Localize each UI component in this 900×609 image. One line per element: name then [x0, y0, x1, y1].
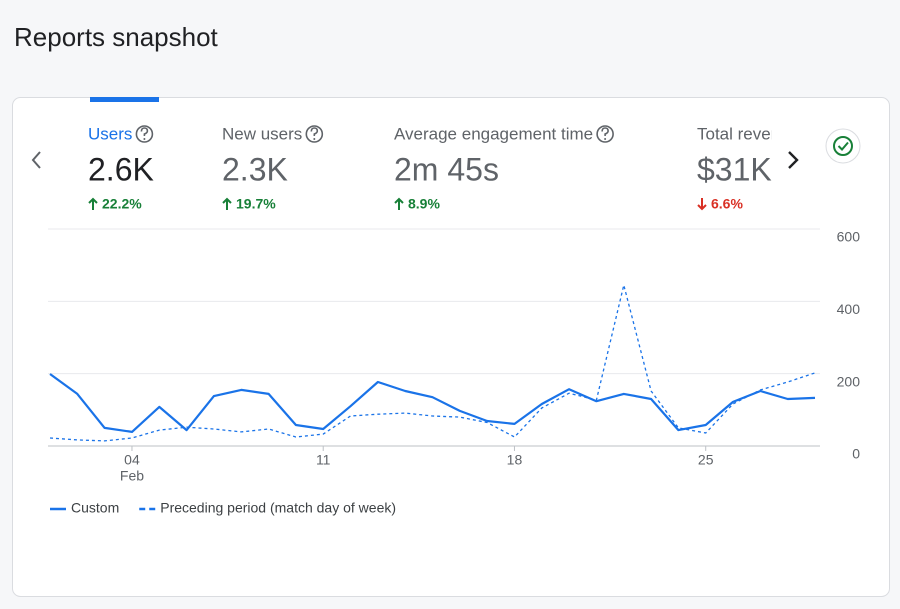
metric-change: 8.9% — [408, 196, 440, 212]
metric-label: Users — [88, 124, 132, 143]
selected-indicator — [90, 97, 159, 102]
metric-value: 2m 45s — [394, 151, 499, 187]
change-arrow — [697, 198, 707, 211]
metric-label: Average engagement time — [394, 124, 593, 143]
help-mark — [310, 127, 319, 136]
help-dot — [313, 138, 316, 140]
change-arrow — [88, 197, 98, 210]
help-dot — [604, 138, 607, 140]
change-arrow — [222, 197, 232, 210]
metric-change: 19.7% — [236, 196, 276, 212]
help-dot — [143, 138, 146, 140]
prev-button[interactable] — [31, 151, 41, 169]
metric-value: 2.3K — [222, 151, 288, 187]
x-tick-label: 11 — [316, 452, 331, 468]
month-label: Feb — [120, 468, 144, 484]
help-icon[interactable] — [305, 125, 324, 143]
help-mark — [140, 127, 149, 136]
legend-item[interactable]: Custom — [50, 500, 119, 516]
page-title: Reports snapshot — [14, 22, 219, 52]
metric-tab[interactable]: New users 2.3K 19.7% — [222, 124, 324, 212]
metric-tab[interactable]: Total revenue $31K 6.6% — [697, 124, 799, 211]
y-tick-label: 200 — [837, 373, 861, 389]
help-circle — [305, 125, 324, 143]
y-tick-label: 400 — [837, 301, 861, 317]
x-tick-label: 25 — [698, 452, 714, 468]
metric-value: 2.6K — [88, 151, 154, 187]
y-tick-label: 0 — [852, 446, 860, 462]
help-mark — [601, 127, 609, 136]
legend-label: Preceding period (match day of week) — [160, 500, 396, 516]
metric-tab[interactable]: Users 2.6K 22.2% — [88, 124, 154, 211]
series-line — [49, 284, 816, 442]
y-tick-label: 600 — [837, 229, 861, 245]
status-check[interactable] — [825, 128, 861, 164]
metric-change: 22.2% — [102, 196, 142, 212]
help-icon[interactable] — [135, 125, 154, 143]
help-icon[interactable] — [596, 125, 614, 143]
metric-label: Total revenue — [697, 124, 799, 143]
x-tick-label: 04 — [124, 452, 140, 468]
metric-value: $31K — [697, 151, 772, 187]
next-button[interactable] — [788, 151, 799, 169]
card — [12, 97, 890, 597]
legend-item[interactable]: Preceding period (match day of week) — [139, 500, 396, 516]
help-circle — [596, 125, 614, 143]
legend-label: Custom — [71, 500, 119, 516]
metric-change: 6.6% — [711, 196, 743, 212]
series-line — [49, 373, 816, 433]
metric-tab[interactable]: Average engagement time 2m 45s 8.9% — [394, 124, 614, 212]
metric-tabs: Users 2.6K 22.2% New users 2.3K 19.7% Average … — [88, 124, 799, 212]
change-arrow — [394, 197, 404, 210]
metric-label: New users — [222, 124, 302, 143]
help-circle — [135, 125, 154, 143]
x-tick-label: 18 — [507, 452, 523, 468]
